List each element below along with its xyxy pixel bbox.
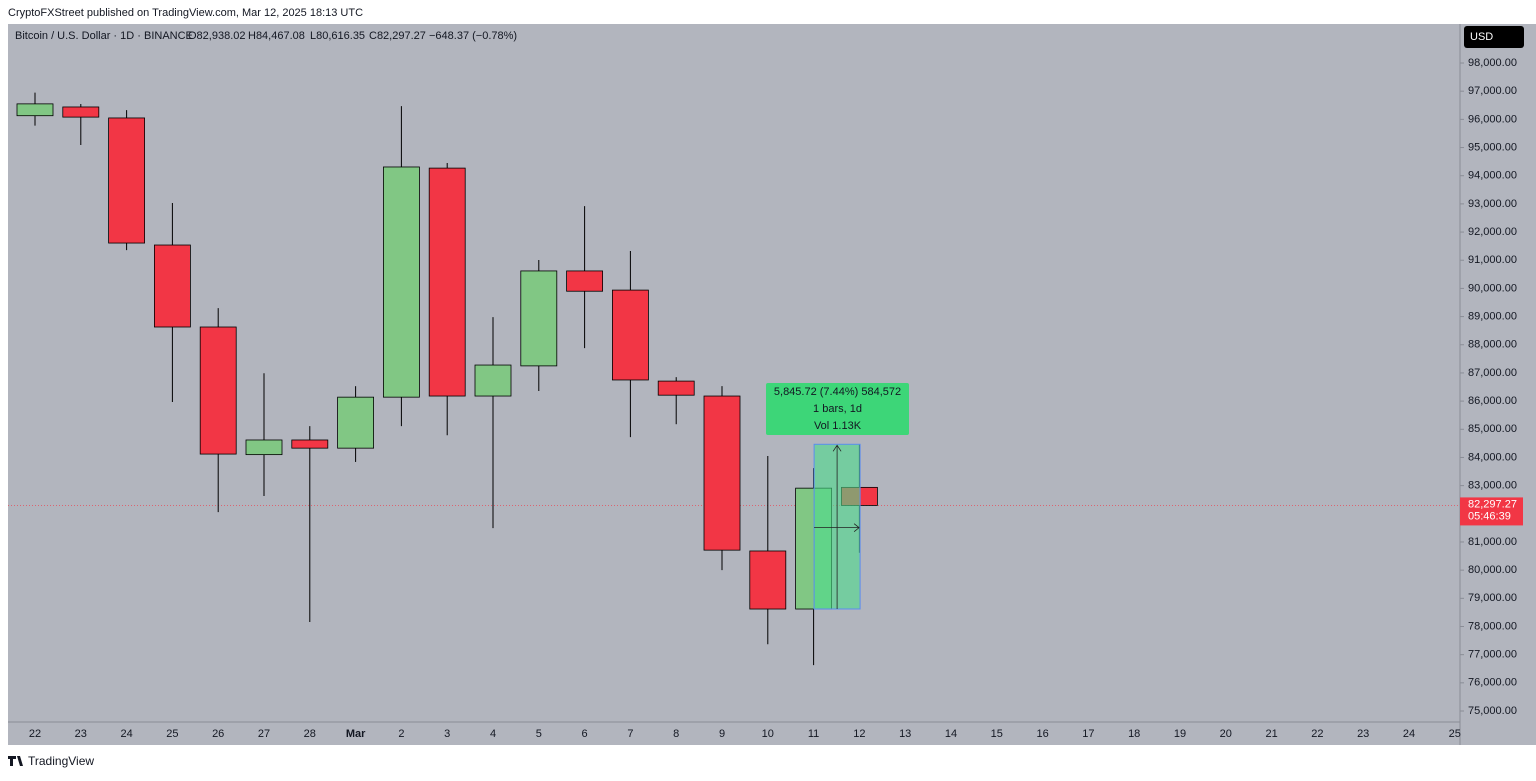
y-tick-label: 81,000.00: [1468, 536, 1517, 548]
x-tick-label: 5: [536, 728, 542, 740]
y-tick-label: 88,000.00: [1468, 339, 1517, 351]
x-tick-label: 24: [1403, 728, 1415, 740]
candle-body: [657, 380, 695, 396]
y-tick-label: 93,000.00: [1468, 198, 1517, 210]
brand: TradingView: [8, 754, 94, 768]
x-tick-label: 13: [899, 728, 911, 740]
currency-label[interactable]: USD: [1470, 31, 1493, 43]
x-tick-label: 25: [1449, 728, 1461, 740]
x-tick-label: 20: [1220, 728, 1232, 740]
x-tick-label: 16: [1036, 728, 1048, 740]
y-tick-label: 90,000.00: [1468, 282, 1517, 294]
y-tick-label: 97,000.00: [1468, 85, 1517, 97]
y-tick-label: 86,000.00: [1468, 395, 1517, 407]
x-tick-label: 23: [75, 728, 87, 740]
x-tick-label: 26: [212, 728, 224, 740]
candle-body: [612, 289, 649, 381]
measure-text: Vol 1.13K: [814, 420, 862, 432]
legend-open: O82,938.02: [188, 30, 246, 42]
legend-high: H84,467.08: [248, 30, 305, 42]
y-tick-label: 77,000.00: [1468, 649, 1517, 661]
countdown: 05:46:39: [1468, 510, 1511, 522]
y-tick-label: 89,000.00: [1468, 310, 1517, 322]
brand-name: TradingView: [28, 754, 94, 768]
measure-text: 1 bars, 1d: [813, 403, 862, 415]
x-tick-label: 14: [945, 728, 957, 740]
candle-body: [337, 396, 375, 449]
y-tick-label: 96,000.00: [1468, 113, 1517, 125]
candle-body: [520, 270, 558, 367]
x-tick-label: 18: [1128, 728, 1140, 740]
symbol: Bitcoin / U.S. Dollar · 1D · BINANCE: [15, 30, 193, 42]
published-note: CryptoFXStreet published on TradingView.…: [8, 7, 363, 19]
candle-body: [108, 117, 145, 244]
candle-body: [16, 103, 54, 117]
x-tick-label: 21: [1265, 728, 1277, 740]
candle-body: [566, 270, 603, 292]
y-tick-label: 95,000.00: [1468, 141, 1517, 153]
x-tick-label: 22: [1311, 728, 1323, 740]
x-tick-label: Mar: [346, 728, 366, 740]
legend-low: L80,616.35: [310, 30, 365, 42]
y-tick-label: 84,000.00: [1468, 451, 1517, 463]
last-price-box: [1460, 497, 1523, 526]
candle-body: [245, 439, 283, 456]
x-tick-label: 15: [991, 728, 1003, 740]
x-tick-label: 23: [1357, 728, 1369, 740]
candle-body: [62, 106, 100, 118]
candle-body: [428, 167, 466, 397]
brand-logo: [8, 756, 23, 766]
candle-body: [153, 244, 191, 328]
candle-body: [703, 395, 741, 551]
y-tick-label: 87,000.00: [1468, 367, 1517, 379]
x-tick-label: 4: [490, 728, 496, 740]
x-tick-label: 24: [120, 728, 132, 740]
y-tick-label: 91,000.00: [1468, 254, 1517, 266]
x-tick-label: 28: [304, 728, 316, 740]
y-tick-label: 98,000.00: [1468, 57, 1517, 69]
candle-body: [382, 166, 420, 398]
y-tick-label: 92,000.00: [1468, 226, 1517, 238]
x-tick-label: 11: [808, 728, 819, 740]
candle-body: [291, 439, 329, 449]
x-tick-label: 2: [398, 728, 404, 740]
x-tick-label: 12: [853, 728, 865, 740]
x-tick-label: 10: [762, 728, 774, 740]
last-price-label: 82,297.27: [1468, 498, 1517, 510]
y-tick-label: 94,000.00: [1468, 170, 1517, 182]
x-tick-label: 3: [444, 728, 450, 740]
measure-box: [766, 383, 909, 435]
y-tick-label: 75,000.00: [1468, 705, 1517, 717]
y-tick-label: 80,000.00: [1468, 564, 1517, 576]
candle-body: [749, 550, 787, 610]
measure-text: 5,845.72 (7.44%) 584,572: [774, 386, 901, 398]
x-tick-label: 22: [29, 728, 41, 740]
currency-button[interactable]: [1464, 26, 1524, 48]
y-tick-label: 76,000.00: [1468, 677, 1517, 689]
candle-body: [199, 326, 237, 455]
y-tick-label: 85,000.00: [1468, 423, 1517, 435]
x-tick-label: 7: [627, 728, 633, 740]
legend-change: −648.37 (−0.78%): [429, 30, 517, 42]
candle-body: [474, 364, 512, 397]
measure-arrow: [814, 444, 860, 609]
legend-close: C82,297.27: [369, 30, 426, 42]
x-tick-label: 17: [1082, 728, 1094, 740]
x-tick-label: 25: [166, 728, 178, 740]
x-tick-label: 8: [673, 728, 679, 740]
y-tick-label: 83,000.00: [1468, 480, 1517, 492]
x-tick-label: 9: [719, 728, 725, 740]
x-tick-label: 27: [258, 728, 270, 740]
y-tick-label: 78,000.00: [1468, 620, 1517, 632]
y-tick-label: 79,000.00: [1468, 592, 1517, 604]
x-tick-label: 19: [1174, 728, 1186, 740]
x-tick-label: 6: [582, 728, 588, 740]
